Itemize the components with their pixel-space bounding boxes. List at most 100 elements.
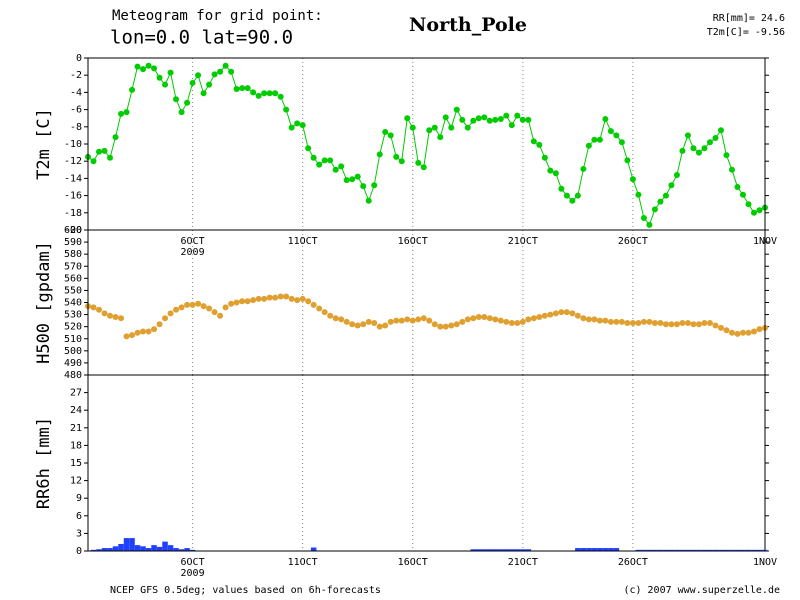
x-tick-label: 11OCT [288,236,318,247]
rain-bar [145,548,152,551]
height-point [442,323,449,330]
temperature-point [745,201,752,208]
y-axis-label: T2m [C] [34,108,54,180]
temperature-point [338,163,345,170]
y-tick-label: 24 [70,405,82,416]
temperature-point [393,153,400,160]
temperature-point [530,138,537,145]
temperature-point [580,165,587,172]
temperature-point [503,112,510,119]
height-point [514,320,521,327]
height-point [481,314,488,320]
rain-bar [674,549,680,551]
height-point [365,318,372,325]
temperature-point [690,145,697,152]
y-tick-label: 21 [70,423,82,434]
height-point [266,294,273,301]
height-point [668,321,675,328]
temperature-point [706,139,713,146]
height-point [657,320,664,327]
rain-bar [712,549,719,551]
temperature-point [184,99,191,106]
temperature-point [211,71,218,78]
temperature-point [701,145,708,152]
x-tick-label: 16OCT [398,557,428,568]
rain-bar [751,549,757,551]
height-point [134,329,141,336]
temperature-point [420,164,427,171]
temperature-point [294,120,301,127]
temperature-point [448,124,455,131]
temperature-point [569,197,576,204]
y-tick-label: -4 [70,87,82,98]
y-tick-label: 590 [64,237,82,248]
temperature-point [321,157,328,164]
rain-bar [635,549,642,551]
rain-bar [657,549,664,551]
temperature-point [734,184,741,190]
height-point [305,298,312,305]
height-point [756,326,763,333]
temperature-point [618,139,625,146]
rain-bar [729,549,735,551]
temperature-point [596,136,603,143]
height-point [294,297,301,304]
rain-bar [602,548,609,551]
height-point [563,309,570,316]
temperature-point [431,124,438,131]
rain-bar [514,549,521,551]
height-point [343,318,350,325]
y-tick-label: 500 [64,346,82,357]
y-tick-label: 15 [70,458,82,469]
rr-total: RR[mm]= 24.6 [713,13,785,24]
temperature-point [723,152,730,159]
temperature-point [519,116,526,123]
height-point [695,321,702,328]
rain-bar [685,549,691,551]
height-point [167,310,174,317]
temperature-point [189,79,196,86]
height-point [706,320,713,327]
x-tick-label: 26OCT [618,557,648,568]
y-tick-label: 600 [64,225,82,236]
temperature-point [563,192,570,199]
x-tick-label: 26OCT [618,236,648,247]
temperature-point [244,85,251,92]
temperature-point [459,116,466,123]
rain-bar [520,549,526,551]
temperature-point [437,134,444,141]
height-point [409,317,416,324]
temperature-point [398,158,405,165]
temperature-point [525,116,532,123]
height-point [734,330,741,337]
temperature-point [239,85,246,92]
title-line1: Meteogram for grid point: [112,8,323,24]
temperature-point [250,89,257,96]
y-tick-label: 27 [70,388,82,399]
height-point [118,315,125,322]
rain-bar [575,548,581,551]
y-tick-label: -16 [64,191,82,202]
height-point [228,300,235,307]
temperature-point [475,115,482,122]
rain-bar [586,548,592,551]
temperature-point [107,154,114,161]
temperature-point [497,116,504,123]
temperature-point [684,132,691,139]
height-point [673,321,680,328]
temperature-point [156,74,163,81]
height-point [448,322,455,329]
height-point [129,332,136,339]
y-tick-label: 490 [64,358,82,369]
temperature-point [508,122,515,129]
rain-bar [112,546,119,551]
y-axis-label: H500 [gpdam] [34,241,54,364]
height-point [206,305,213,312]
height-point [211,309,218,316]
footer-left: NCEP GFS 0.5deg; values based on 6h-fore… [110,585,381,596]
height-point [745,329,752,336]
temperature-line [87,64,766,226]
rain-bar [613,548,620,551]
x-tick-label: 1NOV [753,557,777,568]
